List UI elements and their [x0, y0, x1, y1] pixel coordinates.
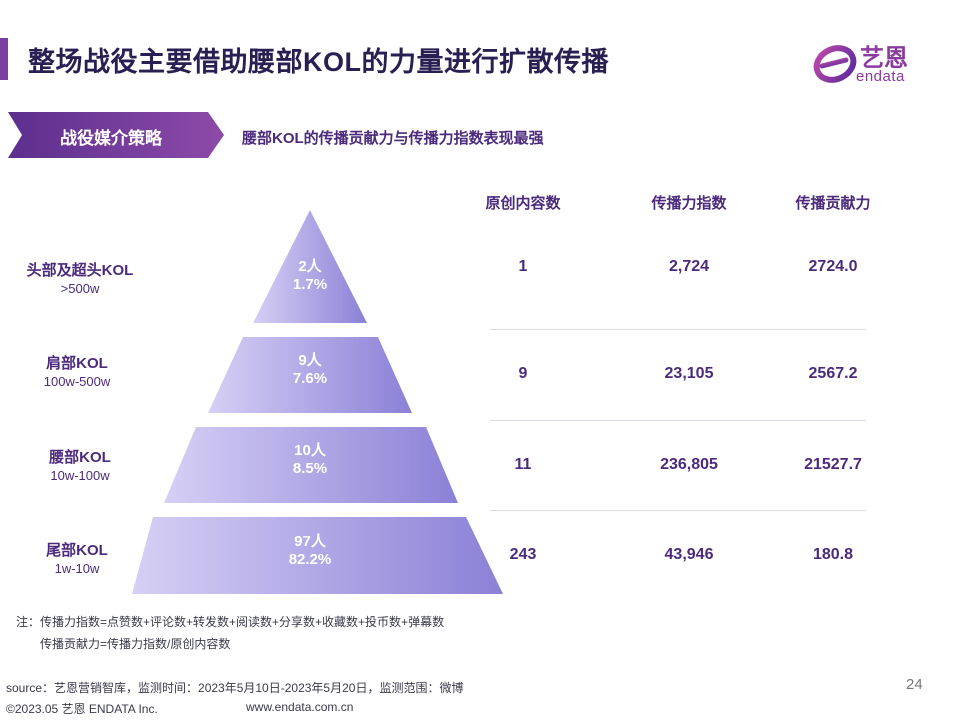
page-title: 整场战役主要借助腰部KOL的力量进行扩散传播 — [28, 47, 609, 77]
row-separator — [490, 329, 866, 330]
cell-original-waist: 11 — [514, 456, 532, 473]
cell-contribution-top: 2724.0 — [808, 258, 858, 275]
section-tag-label: 战役媒介策略 — [60, 129, 162, 148]
tier-range: 1w-10w — [54, 561, 100, 576]
note-formula-index: 注：传播力指数=点赞数+评论数+转发数+阅读数+分享数+收藏数+投币数+弹幕数 — [16, 615, 445, 629]
section-tag-shape — [8, 112, 224, 158]
tier-share: 1.7% — [292, 276, 328, 293]
tier-range: 100w-500w — [43, 374, 111, 389]
cell-contribution-tail: 180.8 — [812, 546, 854, 563]
cell-index-top: 2,724 — [668, 258, 710, 275]
footer-source: source：艺恩营销智库，监测时间：2023年5月10日-2023年5月20日… — [6, 681, 464, 695]
tier-name: 头部及超头KOL — [26, 262, 134, 279]
pyramid-label-top: 2人 1.7% — [250, 258, 370, 294]
cell-contribution-shoulder: 2567.2 — [808, 365, 858, 382]
column-header-index: 传播力指数 — [651, 195, 727, 212]
pyramid-tier-tail — [132, 517, 503, 594]
column-header-contribution: 传播贡献力 — [795, 195, 871, 212]
tier-label-tail: 尾部KOL 1w-10w — [12, 539, 142, 576]
pyramid-label-tail: 97人 82.2% — [250, 533, 370, 569]
pyramid-tier-top — [253, 210, 367, 323]
tier-range: >500w — [60, 281, 100, 296]
tier-count: 9人 — [298, 352, 322, 369]
cell-original-top: 1 — [518, 258, 528, 275]
tier-name: 肩部KOL — [46, 355, 108, 372]
pyramid-label-waist: 10人 8.5% — [250, 442, 370, 478]
cell-index-tail: 43,946 — [664, 546, 714, 563]
cell-index-shoulder: 23,105 — [664, 365, 714, 382]
column-header-original: 原创内容数 — [485, 195, 561, 212]
cell-index-waist: 236,805 — [660, 456, 718, 473]
row-separator — [490, 420, 866, 421]
section-subtitle: 腰部KOL的传播贡献力与传播力指数表现最强 — [242, 130, 544, 147]
logo-text-cn: 艺恩 — [860, 45, 908, 72]
pyramid-label-shoulder: 9人 7.6% — [250, 352, 370, 388]
row-separator — [490, 510, 866, 511]
note-formula-contribution: 传播贡献力=传播力指数/原创内容数 — [40, 637, 231, 651]
tier-name: 腰部KOL — [49, 449, 111, 466]
tier-share: 8.5% — [292, 460, 328, 477]
tier-count: 2人 — [298, 258, 322, 275]
endata-logo: 艺恩 endata — [812, 38, 932, 88]
cell-contribution-waist: 21527.7 — [804, 456, 862, 473]
tier-count: 97人 — [294, 533, 326, 550]
tier-share: 82.2% — [288, 551, 332, 568]
page-number: 24 — [906, 676, 923, 693]
tier-range: 10w-100w — [50, 468, 110, 483]
tier-label-top: 头部及超头KOL >500w — [15, 259, 145, 296]
tier-label-waist: 腰部KOL 10w-100w — [15, 446, 145, 483]
tier-name: 尾部KOL — [46, 542, 108, 559]
pyramid-tier-waist — [164, 427, 458, 503]
cell-original-shoulder: 9 — [518, 365, 528, 382]
footer-website: www.endata.com.cn — [246, 700, 354, 714]
logo-text-en: endata — [856, 68, 905, 85]
tier-count: 10人 — [294, 442, 326, 459]
cell-original-tail: 243 — [509, 546, 537, 563]
tier-share: 7.6% — [292, 370, 328, 387]
endata-logo-icon — [813, 45, 857, 83]
pyramid-tier-shoulder — [208, 337, 412, 413]
tier-label-shoulder: 肩部KOL 100w-500w — [12, 352, 142, 389]
footer-copyright: ©2023.05 艺恩 ENDATA Inc. — [6, 702, 158, 716]
title-accent-bar — [0, 38, 8, 80]
